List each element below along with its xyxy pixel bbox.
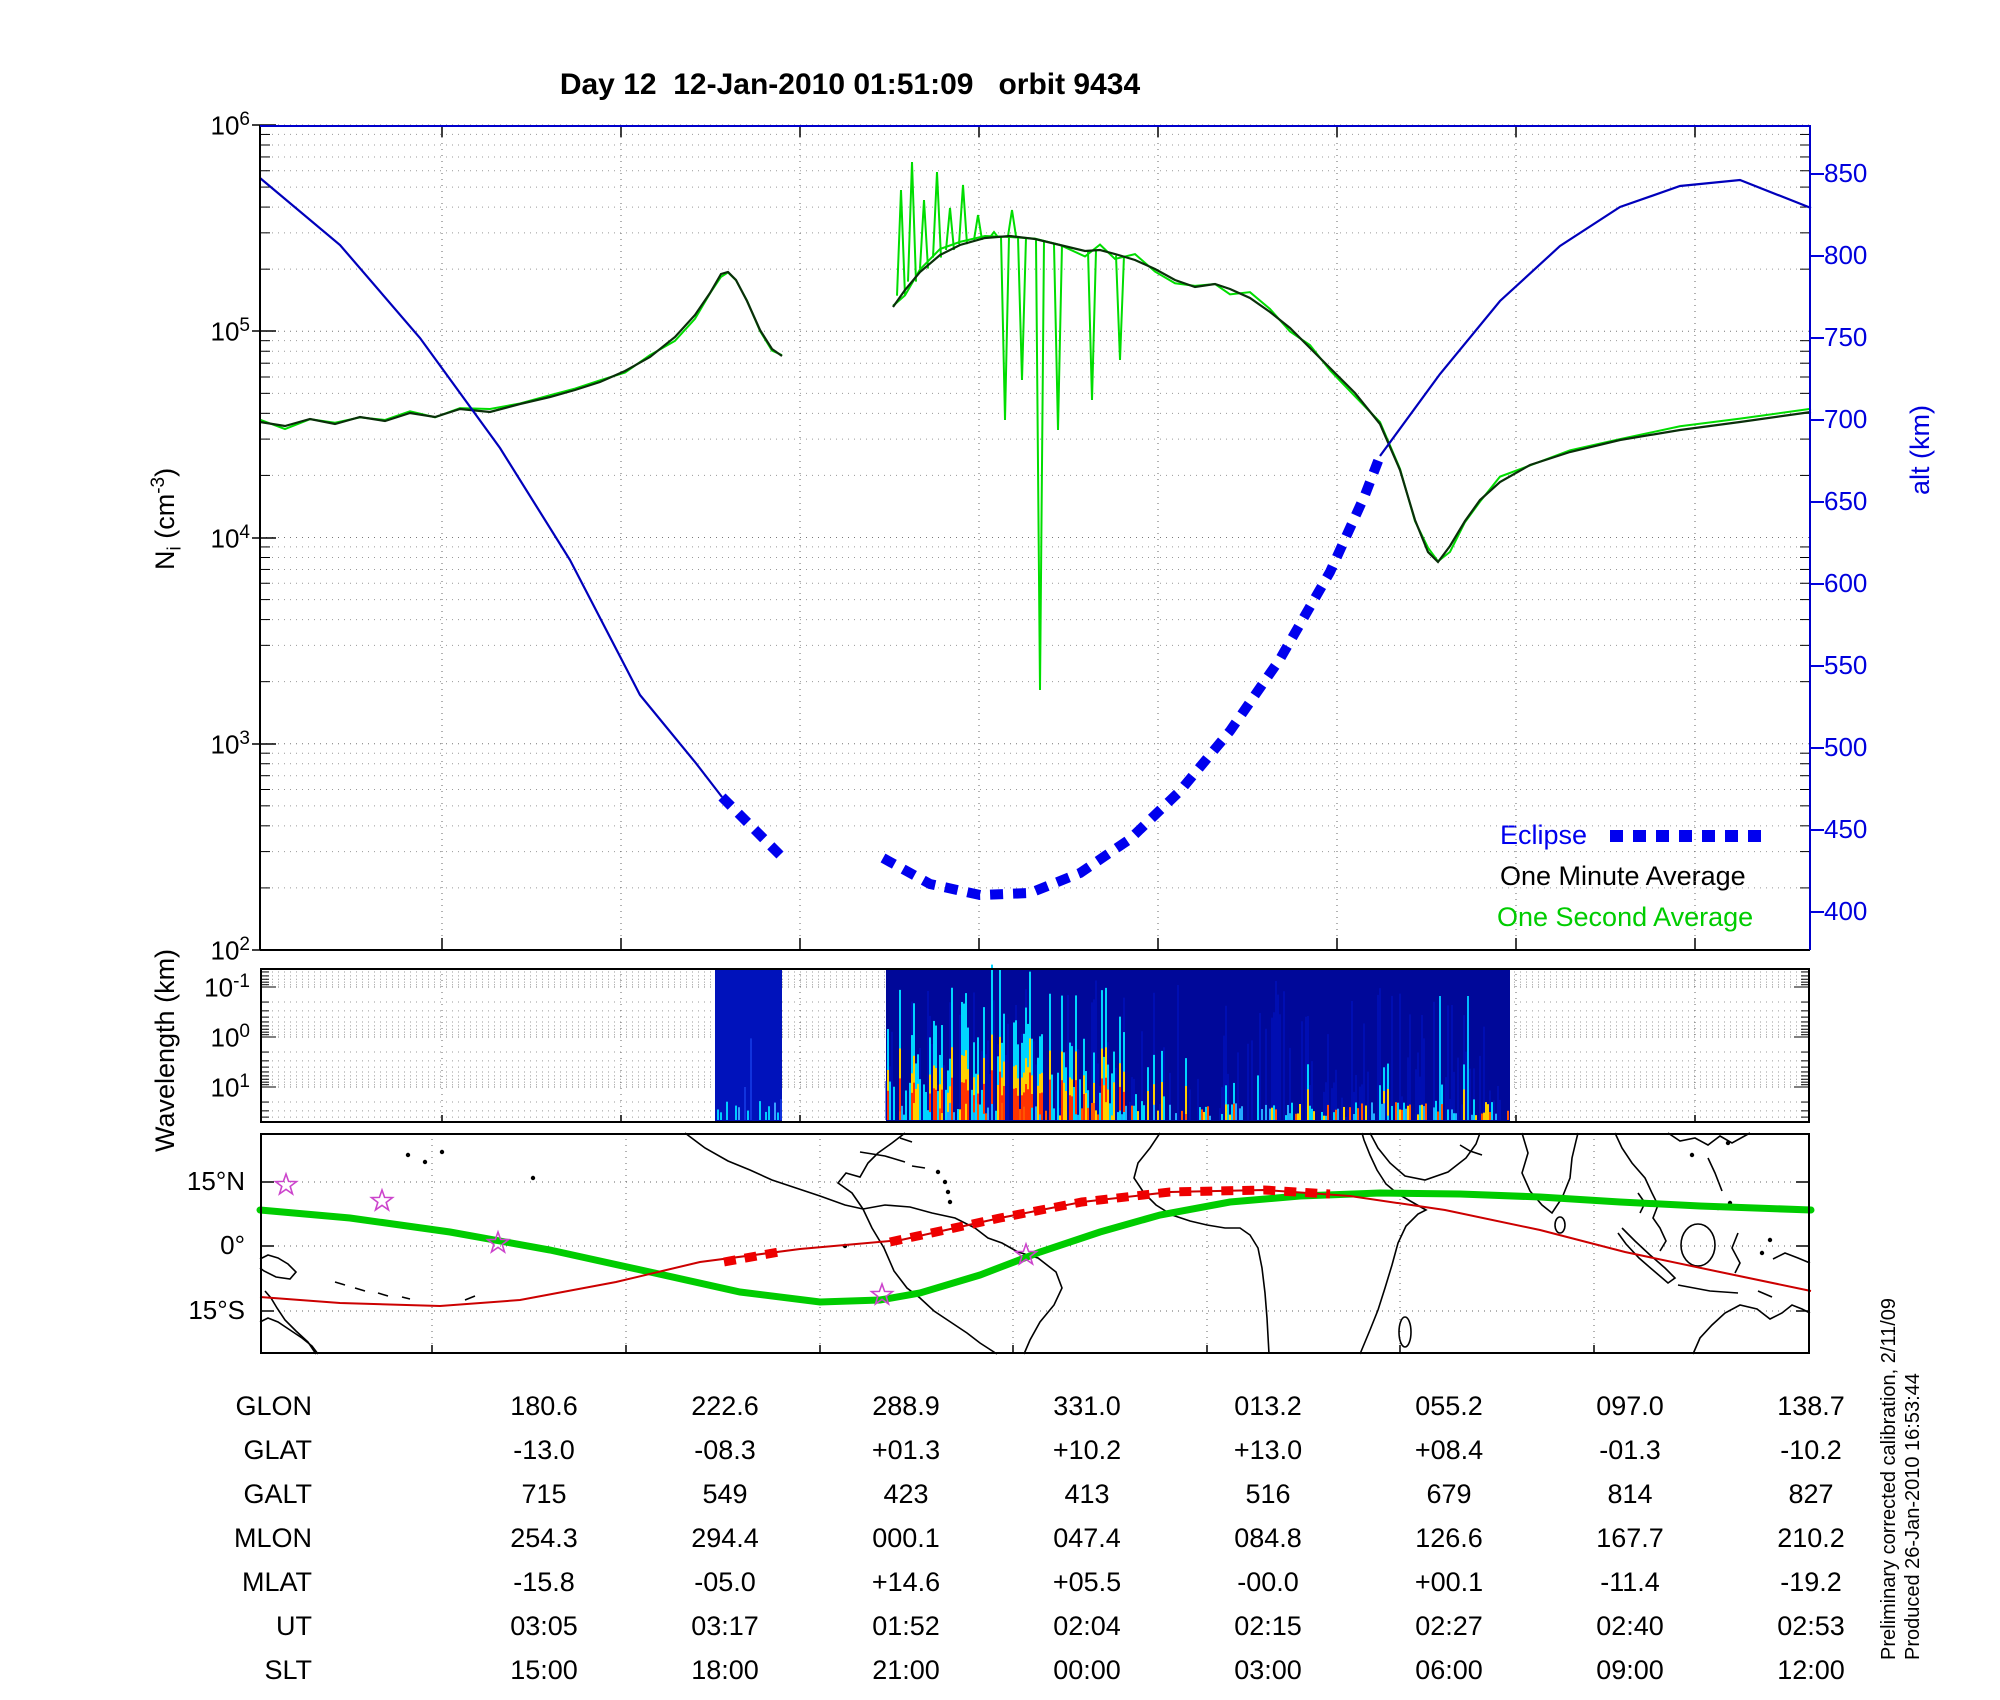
table-cell: 01:52 [872,1611,940,1641]
table-cell: 055.2 [1415,1391,1483,1421]
table-row-label: SLT [264,1655,312,1685]
table-cell: 000.1 [872,1523,940,1553]
table-cell: 413 [1064,1479,1110,1509]
table-cell: -10.2 [1780,1435,1842,1465]
table-cell: 047.4 [1053,1523,1121,1553]
table-cell: 715 [521,1479,567,1509]
ni-tick-label: 104 [210,522,251,554]
table-cell: 02:27 [1415,1611,1483,1641]
table-cell: 15:00 [510,1655,578,1685]
table-row-label: UT [276,1611,312,1641]
table-cell: -19.2 [1780,1567,1842,1597]
map-lat-label: 15°S [188,1295,245,1325]
alt-tick-label: 850 [1824,158,1868,188]
table-cell: 814 [1607,1479,1653,1509]
table-cell: 222.6 [691,1391,759,1421]
table-cell: 516 [1245,1479,1291,1509]
table-cell: 180.6 [510,1391,578,1421]
table-cell: +00.1 [1414,1567,1484,1597]
wavelength-tick-label: 101 [210,1071,251,1103]
table-cell: -15.8 [513,1567,575,1597]
ni-tick-label: 105 [210,315,251,347]
table-cell: -05.0 [694,1567,756,1597]
table-cell: 02:15 [1234,1611,1302,1641]
wavelength-tick-label: 100 [210,1021,251,1053]
table-cell: 12:00 [1777,1655,1845,1685]
ni-tick-label: 103 [210,728,251,760]
table-cell: 02:53 [1777,1611,1845,1641]
table-cell: 254.3 [510,1523,578,1553]
alt-tick-label: 650 [1824,486,1868,516]
table-cell: -08.3 [694,1435,756,1465]
table-cell: 06:00 [1415,1655,1483,1685]
table-cell: 09:00 [1596,1655,1664,1685]
table-cell: 331.0 [1053,1391,1121,1421]
alt-axis-label: alt (km) [1905,405,1935,495]
wavelength-tick-label: 10-1 [204,971,250,1003]
table-cell: +08.4 [1414,1435,1484,1465]
table-row-label: GLAT [243,1435,312,1465]
ni-alt-plot [252,124,1824,951]
table-cell: -13.0 [513,1435,575,1465]
table-cell: 013.2 [1234,1391,1302,1421]
map-lat-label: 0° [220,1230,245,1260]
table-cell: +01.3 [871,1435,941,1465]
alt-tick-label: 750 [1824,322,1868,352]
ground-track-map [256,1132,1815,1355]
table-cell: 138.7 [1777,1391,1845,1421]
table-cell: 03:05 [510,1611,578,1641]
table-cell: 167.7 [1596,1523,1664,1553]
table-cell: +13.0 [1233,1435,1303,1465]
map-lat-label: 15°N [186,1166,245,1196]
legend-one-second-label: One Second Average [1497,902,1754,932]
table-cell: 549 [702,1479,748,1509]
alt-tick-label: 700 [1824,404,1868,434]
table-cell: +14.6 [871,1567,941,1597]
ni-tick-label: 102 [210,934,251,966]
page-title: Day 12 12-Jan-2010 01:51:09 orbit 9434 [559,68,1141,101]
legend-one-minute-label: One Minute Average [1500,861,1746,891]
table-cell: 210.2 [1777,1523,1845,1553]
alt-tick-label: 600 [1824,568,1868,598]
ni-tick-label: 106 [210,109,251,141]
table-cell: +05.5 [1052,1567,1122,1597]
alt-tick-label: 800 [1824,240,1868,270]
table-cell: 294.4 [691,1523,759,1553]
table-row-label: MLAT [241,1567,312,1597]
table-cell: 679 [1426,1479,1472,1509]
table-cell: 288.9 [872,1391,940,1421]
table-cell: 03:17 [691,1611,759,1641]
table-cell: 02:04 [1053,1611,1121,1641]
alt-tick-label: 450 [1824,814,1868,844]
table-cell: -00.0 [1237,1567,1299,1597]
table-cell: 097.0 [1596,1391,1664,1421]
table-cell: 423 [883,1479,929,1509]
alt-tick-label: 500 [1824,732,1868,762]
table-cell: -11.4 [1600,1567,1660,1597]
table-cell: -01.3 [1599,1435,1661,1465]
produced-note: Produced 26-Jan-2010 16:53:44 [1902,1373,1924,1660]
ni-axis-label: Ni (cm-3) [148,467,186,570]
table-cell: 21:00 [872,1655,940,1685]
wavelength-spectrogram [260,964,1810,1123]
table-cell: 084.8 [1234,1523,1302,1553]
table-row-label: MLON [233,1523,312,1553]
table-cell: 00:00 [1053,1655,1121,1685]
table-row-label: GALT [243,1479,312,1509]
table-cell: +10.2 [1052,1435,1122,1465]
table-cell: 126.6 [1415,1523,1483,1553]
alt-tick-label: 400 [1824,896,1868,926]
table-cell: 827 [1788,1479,1834,1509]
table-cell: 02:40 [1596,1611,1664,1641]
legend-eclipse-label: Eclipse [1500,820,1588,850]
alt-tick-label: 550 [1824,650,1868,680]
table-cell: 03:00 [1234,1655,1302,1685]
table-row-label: GLON [235,1391,312,1421]
table-cell: 18:00 [691,1655,759,1685]
